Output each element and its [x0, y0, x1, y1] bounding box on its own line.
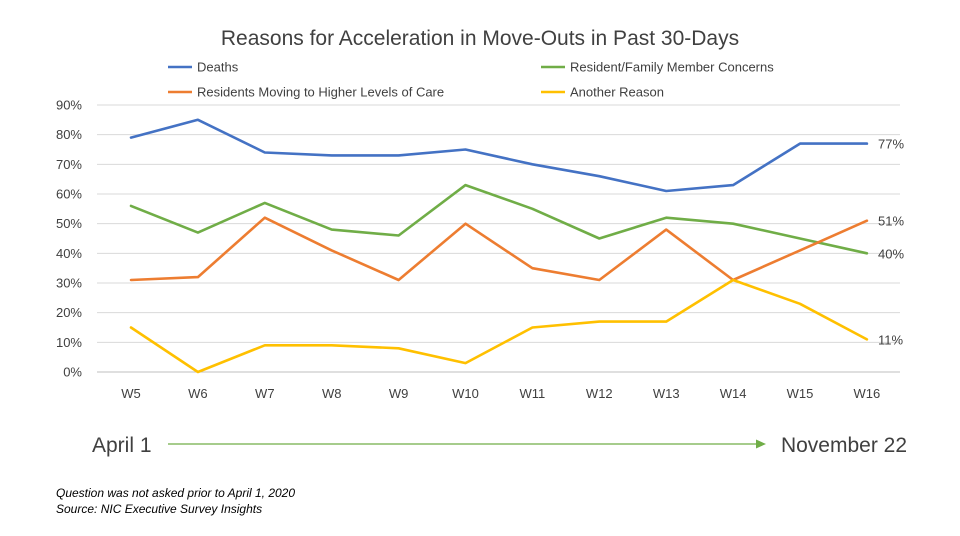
x-tick-label: W16 — [854, 386, 881, 401]
legend-label-0: Deaths — [197, 60, 239, 75]
footnote-question-note: Question was not asked prior to April 1,… — [56, 486, 295, 500]
y-tick-label: 40% — [56, 246, 82, 261]
line-chart: Reasons for Acceleration in Move-Outs in… — [0, 0, 960, 536]
legend: Deaths Resident/Family Member Concerns Res… — [168, 60, 774, 100]
x-tick-label: W13 — [653, 386, 680, 401]
y-tick-label: 20% — [56, 305, 82, 320]
end-label-0: 77% — [878, 137, 904, 152]
x-tick-label: W10 — [452, 386, 479, 401]
y-tick-label: 0% — [63, 365, 82, 380]
y-tick-label: 50% — [56, 216, 82, 231]
x-tick-label: W8 — [322, 386, 342, 401]
x-tick-label: W14 — [720, 386, 747, 401]
end-labels: 77% 40% 51% 11% — [878, 137, 904, 348]
timeline-arrow-head — [756, 440, 766, 449]
footnote-source: Source: NIC Executive Survey Insights — [56, 502, 262, 516]
legend-label-3: Another Reason — [570, 85, 664, 100]
x-tick-label: W7 — [255, 386, 275, 401]
x-tick-label: W11 — [520, 386, 546, 401]
x-tick-label: W15 — [787, 386, 814, 401]
y-tick-label: 70% — [56, 157, 82, 172]
legend-label-2: Residents Moving to Higher Levels of Car… — [197, 85, 444, 100]
timeline-start-label: April 1 — [92, 434, 152, 457]
x-tick-label: W9 — [389, 386, 409, 401]
chart-title: Reasons for Acceleration in Move-Outs in… — [221, 27, 739, 50]
y-tick-label: 90% — [56, 98, 82, 113]
end-label-3: 11% — [878, 332, 903, 347]
series-line-1 — [131, 185, 867, 253]
series-lines — [131, 120, 867, 372]
timeline-end-label: November 22 — [781, 434, 907, 457]
y-tick-label: 10% — [56, 335, 82, 350]
series-line-2 — [131, 218, 867, 280]
legend-label-1: Resident/Family Member Concerns — [570, 60, 774, 75]
x-tick-label: W6 — [188, 386, 208, 401]
y-tick-label: 60% — [56, 187, 82, 202]
timeline: April 1 November 22 — [92, 434, 907, 457]
gridlines — [97, 105, 900, 372]
series-line-3 — [131, 280, 867, 372]
x-tick-label: W5 — [121, 386, 141, 401]
x-axis-ticks: W5 W6 W7 W8 W9 W10 W11 W12 W13 W14 W15 W16 — [121, 386, 880, 401]
end-label-2: 51% — [878, 214, 904, 229]
y-tick-label: 80% — [56, 127, 82, 142]
end-label-1: 40% — [878, 246, 904, 261]
x-tick-label: W12 — [586, 386, 613, 401]
series-line-0 — [131, 120, 867, 191]
y-axis-ticks: 0% 10% 20% 30% 40% 50% 60% 70% 80% 90% — [56, 98, 82, 380]
y-tick-label: 30% — [56, 276, 82, 291]
